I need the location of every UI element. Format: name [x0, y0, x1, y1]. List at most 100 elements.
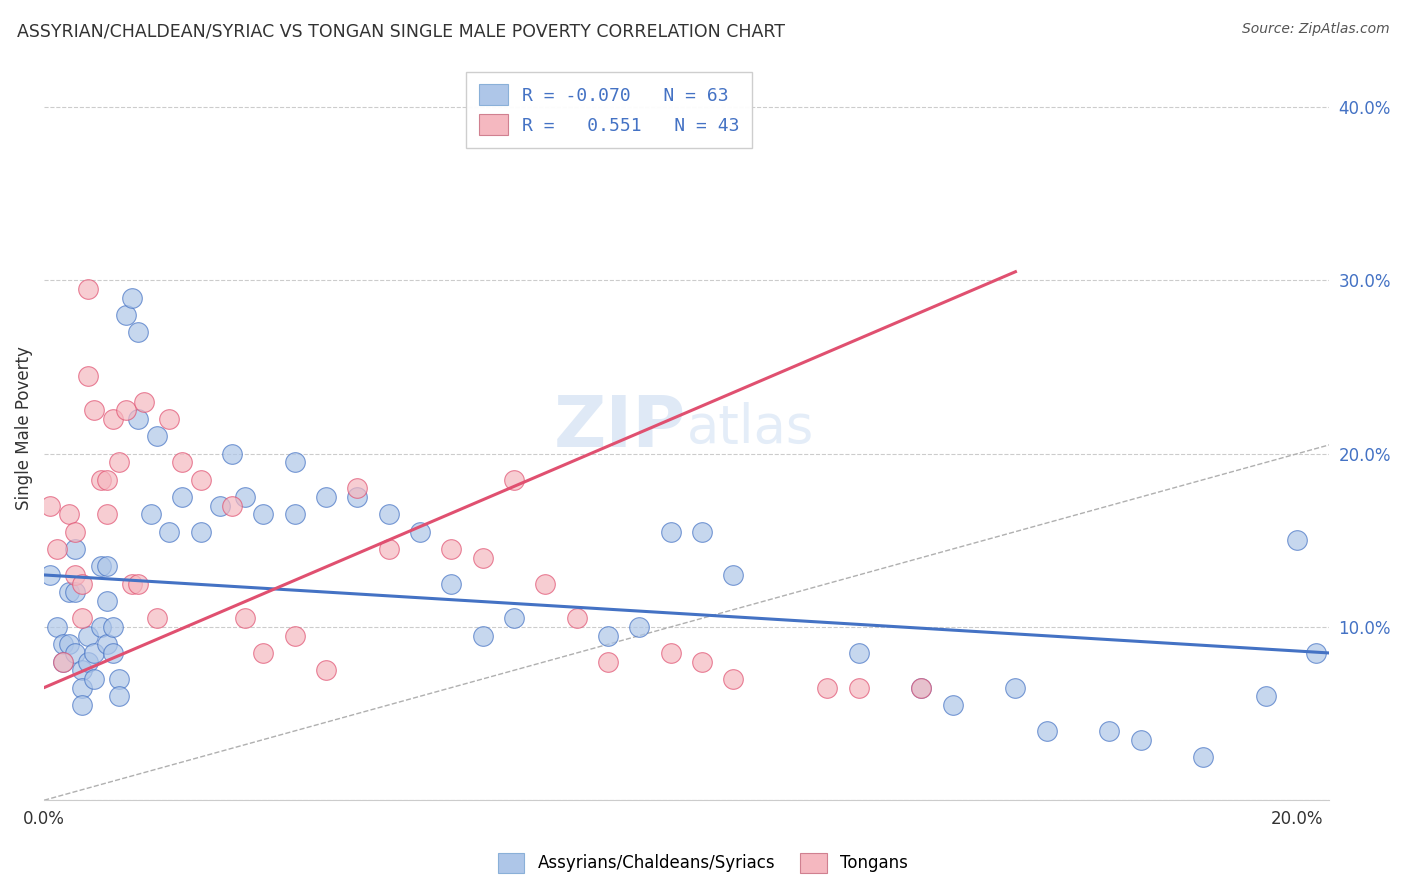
- Point: [233, 490, 256, 504]
- Point: [65, 524, 87, 539]
- Point: [409, 524, 432, 539]
- Point: [77, 368, 100, 383]
- Point: [1305, 646, 1327, 660]
- Point: [378, 541, 401, 556]
- Point: [252, 646, 274, 660]
- Point: [252, 508, 274, 522]
- Point: [114, 403, 136, 417]
- Text: atlas: atlas: [686, 401, 814, 454]
- Point: [65, 646, 87, 660]
- Point: [690, 655, 713, 669]
- Point: [598, 629, 620, 643]
- Point: [284, 508, 307, 522]
- Point: [70, 611, 93, 625]
- Point: [96, 594, 118, 608]
- Point: [146, 611, 169, 625]
- Point: [70, 663, 93, 677]
- Point: [910, 681, 932, 695]
- Point: [1256, 690, 1278, 704]
- Point: [503, 473, 526, 487]
- Point: [471, 550, 494, 565]
- Point: [70, 576, 93, 591]
- Point: [565, 611, 588, 625]
- Point: [440, 541, 463, 556]
- Point: [690, 524, 713, 539]
- Point: [190, 524, 212, 539]
- Point: [45, 620, 67, 634]
- Text: ASSYRIAN/CHALDEAN/SYRIAC VS TONGAN SINGLE MALE POVERTY CORRELATION CHART: ASSYRIAN/CHALDEAN/SYRIAC VS TONGAN SINGL…: [17, 22, 785, 40]
- Point: [39, 499, 62, 513]
- Point: [942, 698, 965, 712]
- Point: [723, 568, 745, 582]
- Point: [77, 629, 100, 643]
- Point: [139, 508, 162, 522]
- Point: [52, 655, 75, 669]
- Point: [221, 447, 243, 461]
- Point: [598, 655, 620, 669]
- Point: [284, 629, 307, 643]
- Point: [127, 576, 149, 591]
- Point: [440, 576, 463, 591]
- Point: [146, 429, 169, 443]
- Point: [89, 559, 111, 574]
- Point: [96, 637, 118, 651]
- Point: [315, 663, 337, 677]
- Point: [108, 672, 131, 686]
- Y-axis label: Single Male Poverty: Single Male Poverty: [15, 346, 32, 509]
- Point: [848, 646, 870, 660]
- Point: [159, 524, 181, 539]
- Point: [96, 559, 118, 574]
- Point: [659, 646, 682, 660]
- Point: [170, 455, 193, 469]
- Point: [77, 655, 100, 669]
- Point: [134, 394, 156, 409]
- Point: [121, 291, 143, 305]
- Point: [39, 568, 62, 582]
- Point: [108, 690, 131, 704]
- Point: [65, 541, 87, 556]
- Point: [89, 473, 111, 487]
- Point: [1129, 732, 1152, 747]
- Point: [346, 481, 368, 495]
- Point: [221, 499, 243, 513]
- Point: [284, 455, 307, 469]
- Point: [65, 585, 87, 599]
- Point: [70, 698, 93, 712]
- Point: [96, 473, 118, 487]
- Point: [1004, 681, 1026, 695]
- Point: [101, 646, 124, 660]
- Point: [315, 490, 337, 504]
- Point: [121, 576, 143, 591]
- Point: [378, 508, 401, 522]
- Point: [159, 412, 181, 426]
- Point: [503, 611, 526, 625]
- Point: [233, 611, 256, 625]
- Text: Source: ZipAtlas.com: Source: ZipAtlas.com: [1241, 22, 1389, 37]
- Point: [534, 576, 557, 591]
- Point: [1192, 750, 1215, 764]
- Point: [208, 499, 231, 513]
- Point: [52, 655, 75, 669]
- Text: ZIP: ZIP: [554, 393, 686, 462]
- Point: [114, 308, 136, 322]
- Point: [127, 412, 149, 426]
- Point: [58, 637, 80, 651]
- Point: [910, 681, 932, 695]
- Point: [1036, 723, 1059, 738]
- Point: [1286, 533, 1309, 548]
- Point: [127, 326, 149, 340]
- Point: [101, 620, 124, 634]
- Point: [108, 455, 131, 469]
- Point: [471, 629, 494, 643]
- Point: [83, 403, 105, 417]
- Point: [190, 473, 212, 487]
- Point: [45, 541, 67, 556]
- Point: [83, 646, 105, 660]
- Point: [52, 637, 75, 651]
- Point: [628, 620, 651, 634]
- Point: [58, 585, 80, 599]
- Point: [817, 681, 839, 695]
- Legend: R = -0.070   N = 63, R =   0.551   N = 43: R = -0.070 N = 63, R = 0.551 N = 43: [467, 71, 752, 148]
- Point: [70, 681, 93, 695]
- Point: [89, 620, 111, 634]
